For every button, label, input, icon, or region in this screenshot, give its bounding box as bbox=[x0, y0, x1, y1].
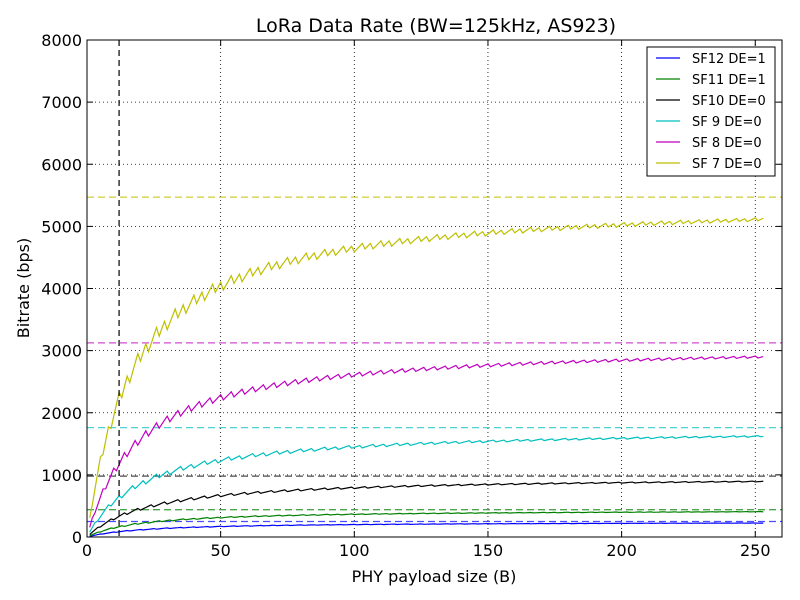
legend-entry: SF 7 DE=0 bbox=[692, 157, 762, 172]
y-tick-label: 3000 bbox=[41, 342, 82, 361]
x-axis-label: PHY payload size (B) bbox=[352, 567, 517, 586]
legend-entry: SF10 DE=0 bbox=[692, 94, 766, 109]
series-line bbox=[89, 480, 764, 536]
x-tick-label: 50 bbox=[210, 541, 230, 560]
x-tick-label: 200 bbox=[606, 541, 637, 560]
x-axis: 0 50 100 150 200 250 bbox=[82, 40, 771, 560]
y-tick-label: 5000 bbox=[41, 217, 82, 236]
series-line bbox=[89, 434, 764, 533]
y-tick-label: 7000 bbox=[41, 93, 82, 112]
x-tick-label: 150 bbox=[473, 541, 504, 560]
series-line bbox=[89, 522, 764, 537]
x-tick-label: 0 bbox=[82, 541, 92, 560]
series-lines bbox=[89, 217, 764, 537]
y-tick-label: 4000 bbox=[41, 280, 82, 299]
x-tick-label: 250 bbox=[740, 541, 771, 560]
legend-entry: SF 9 DE=0 bbox=[692, 115, 762, 130]
y-tick-label: 2000 bbox=[41, 404, 82, 423]
nominal-rate-lines bbox=[87, 196, 782, 523]
y-tick-label: 0 bbox=[72, 528, 82, 547]
series-line bbox=[89, 510, 764, 537]
x-tick-label: 100 bbox=[339, 541, 370, 560]
chart-title: LoRa Data Rate (BW=125kHz, AS923) bbox=[256, 15, 616, 37]
legend: SF12 DE=1 SF11 DE=1 SF10 DE=0 SF 9 DE=0 SF 8… bbox=[646, 46, 776, 177]
plot-area bbox=[87, 40, 782, 537]
series-line bbox=[89, 217, 764, 518]
y-tick-label: 6000 bbox=[41, 155, 82, 174]
legend-entry: SF12 DE=1 bbox=[692, 52, 766, 67]
y-axis-label: Bitrate (bps) bbox=[14, 238, 33, 338]
legend-entry: SF 8 DE=0 bbox=[692, 136, 762, 151]
y-axis: 0 1000 2000 3000 4000 5000 6000 7000 8000 bbox=[41, 31, 782, 547]
y-tick-label: 8000 bbox=[41, 31, 82, 50]
legend-entry: SF11 DE=1 bbox=[692, 73, 766, 88]
series-line bbox=[89, 355, 764, 528]
y-tick-label: 1000 bbox=[41, 466, 82, 485]
legend-box bbox=[646, 46, 776, 177]
